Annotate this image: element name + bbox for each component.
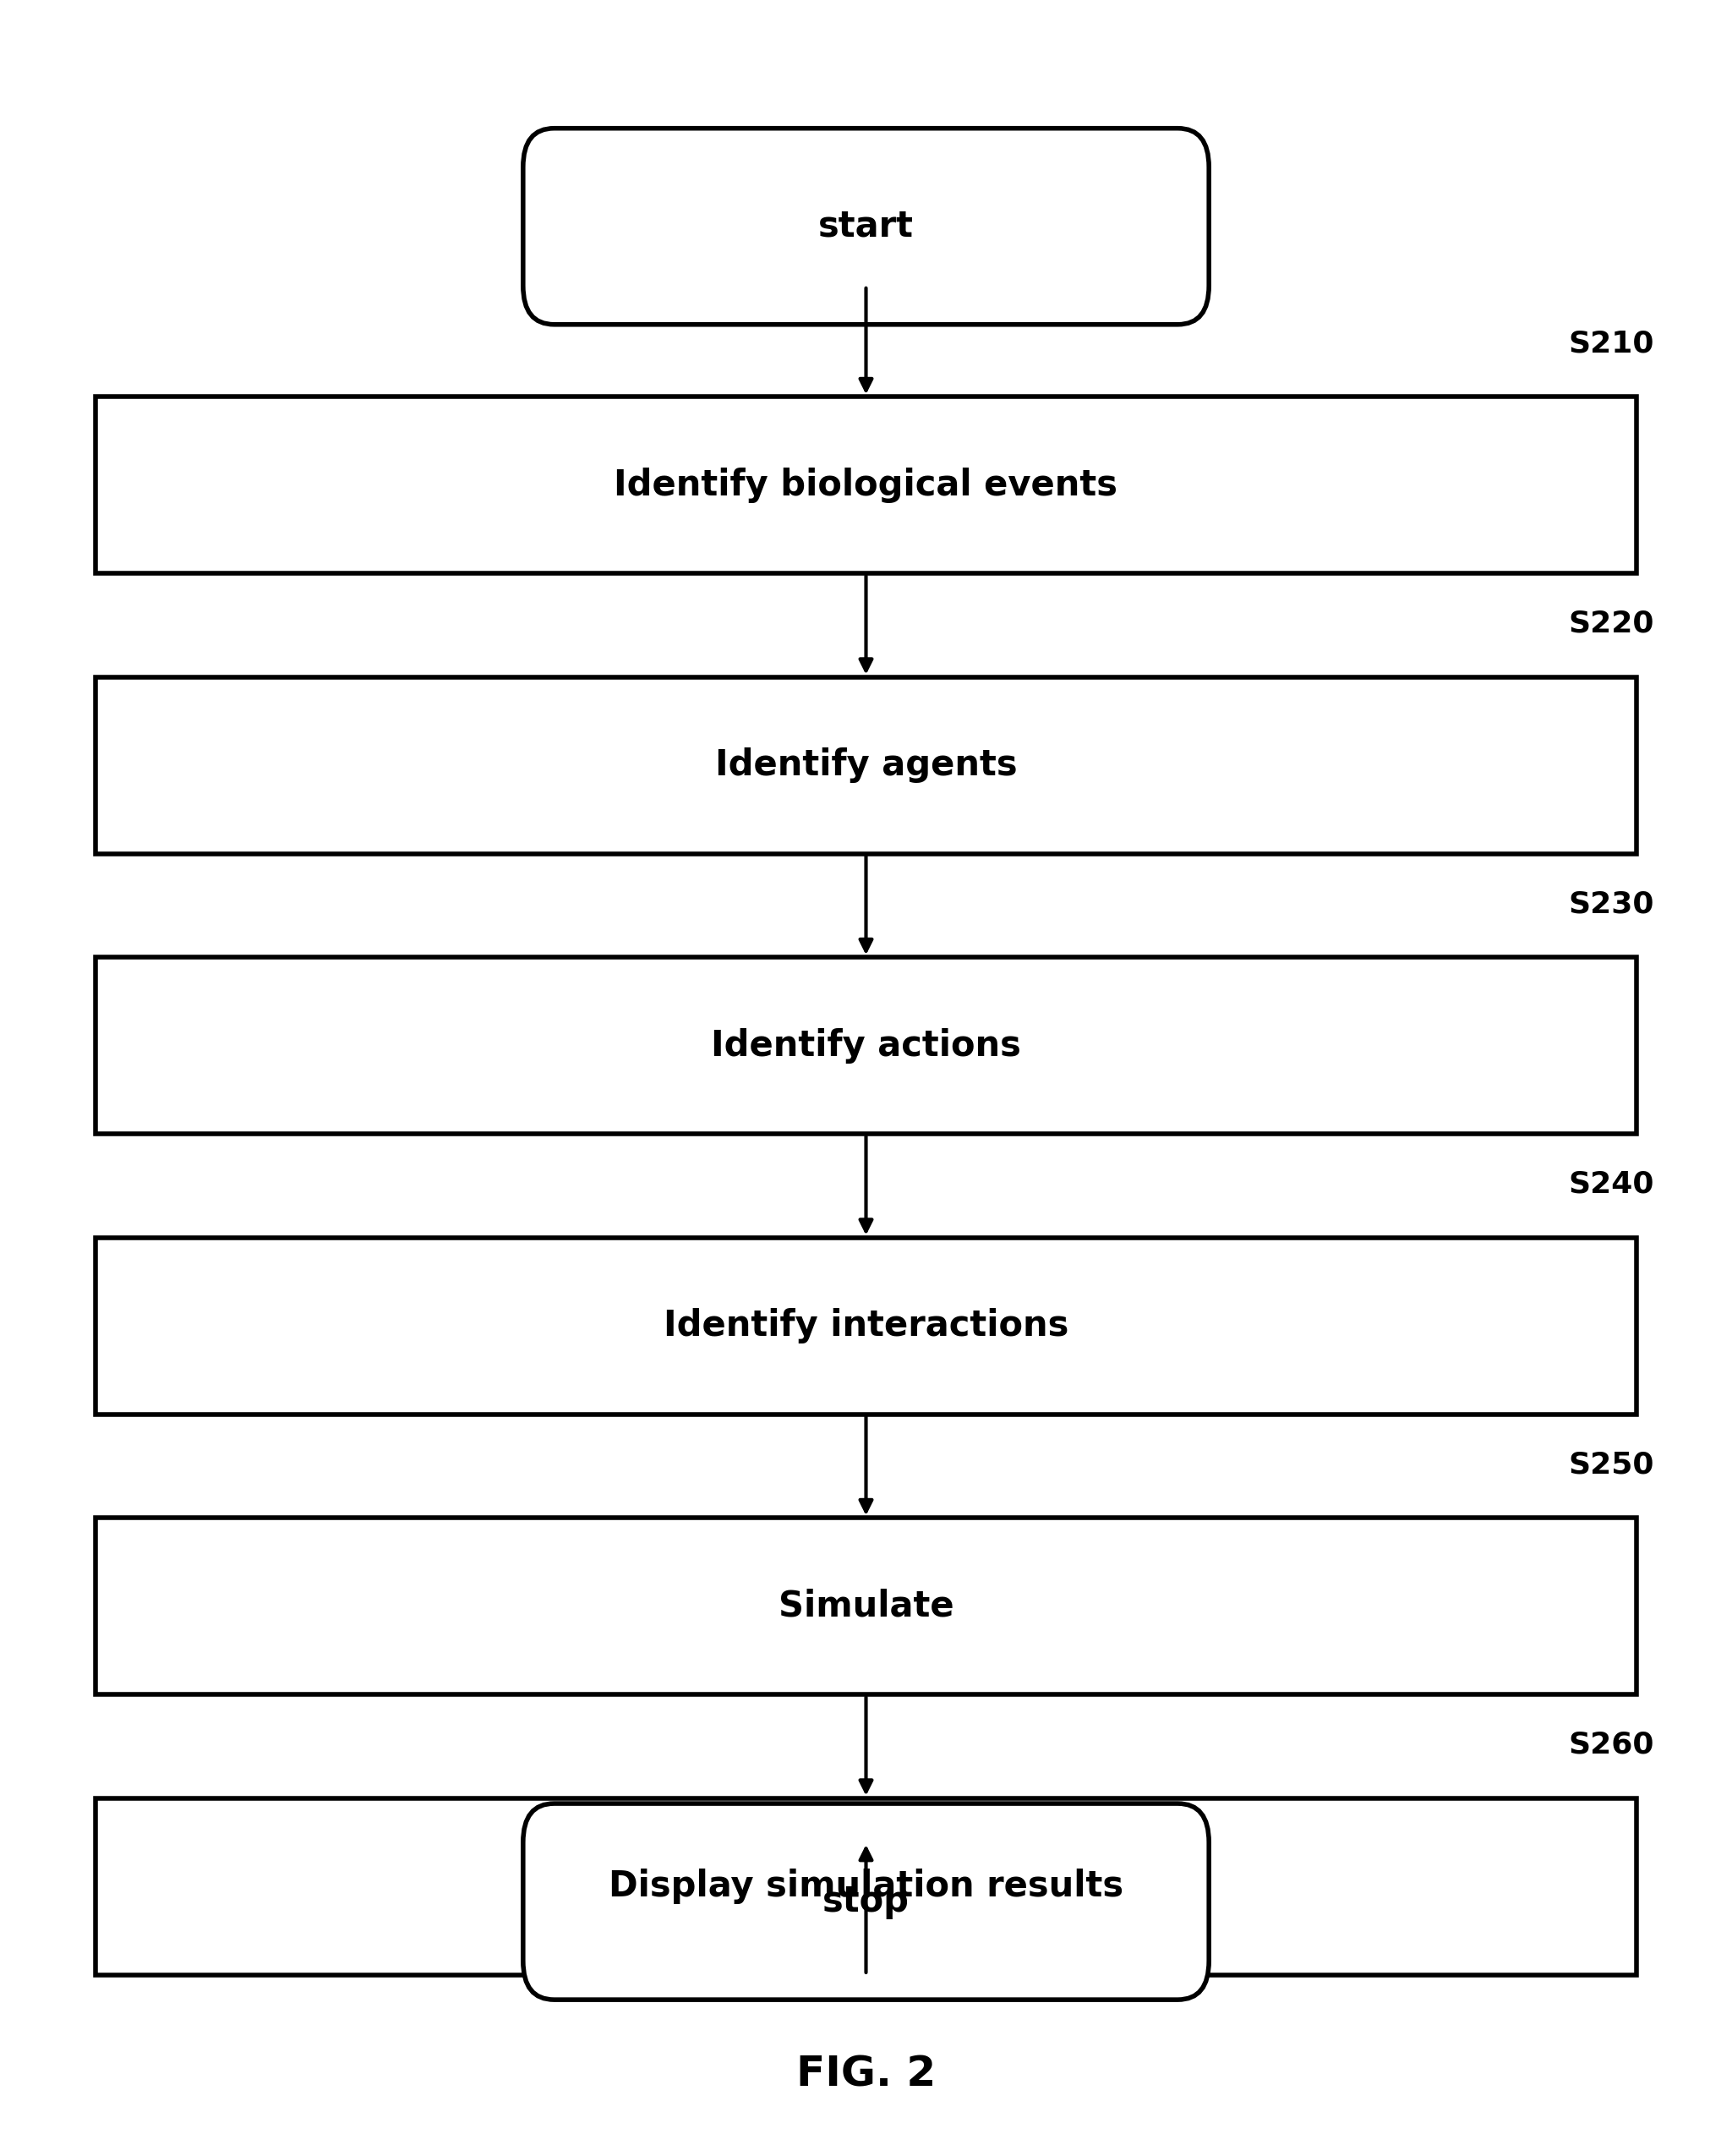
Text: S210: S210 bbox=[1567, 330, 1654, 358]
FancyBboxPatch shape bbox=[523, 1802, 1209, 2001]
Text: S250: S250 bbox=[1567, 1451, 1654, 1479]
Text: Identify actions: Identify actions bbox=[710, 1028, 1022, 1063]
Text: FIG. 2: FIG. 2 bbox=[797, 2055, 935, 2093]
Text: Simulate: Simulate bbox=[778, 1589, 954, 1623]
Text: S260: S260 bbox=[1567, 1731, 1654, 1759]
FancyBboxPatch shape bbox=[95, 1238, 1637, 1414]
Text: S220: S220 bbox=[1567, 610, 1654, 638]
Text: stop: stop bbox=[823, 1884, 909, 1919]
Text: S230: S230 bbox=[1567, 890, 1654, 918]
FancyBboxPatch shape bbox=[95, 1798, 1637, 1975]
Text: Identify biological events: Identify biological events bbox=[615, 468, 1117, 502]
FancyBboxPatch shape bbox=[95, 677, 1637, 854]
FancyBboxPatch shape bbox=[95, 957, 1637, 1134]
FancyBboxPatch shape bbox=[95, 1518, 1637, 1695]
FancyBboxPatch shape bbox=[523, 129, 1209, 326]
FancyBboxPatch shape bbox=[95, 397, 1637, 573]
Text: start: start bbox=[818, 209, 914, 244]
Text: Identify agents: Identify agents bbox=[715, 748, 1017, 783]
Text: Display simulation results: Display simulation results bbox=[608, 1869, 1124, 1904]
Text: S240: S240 bbox=[1567, 1171, 1654, 1199]
Text: Identify interactions: Identify interactions bbox=[663, 1309, 1069, 1343]
